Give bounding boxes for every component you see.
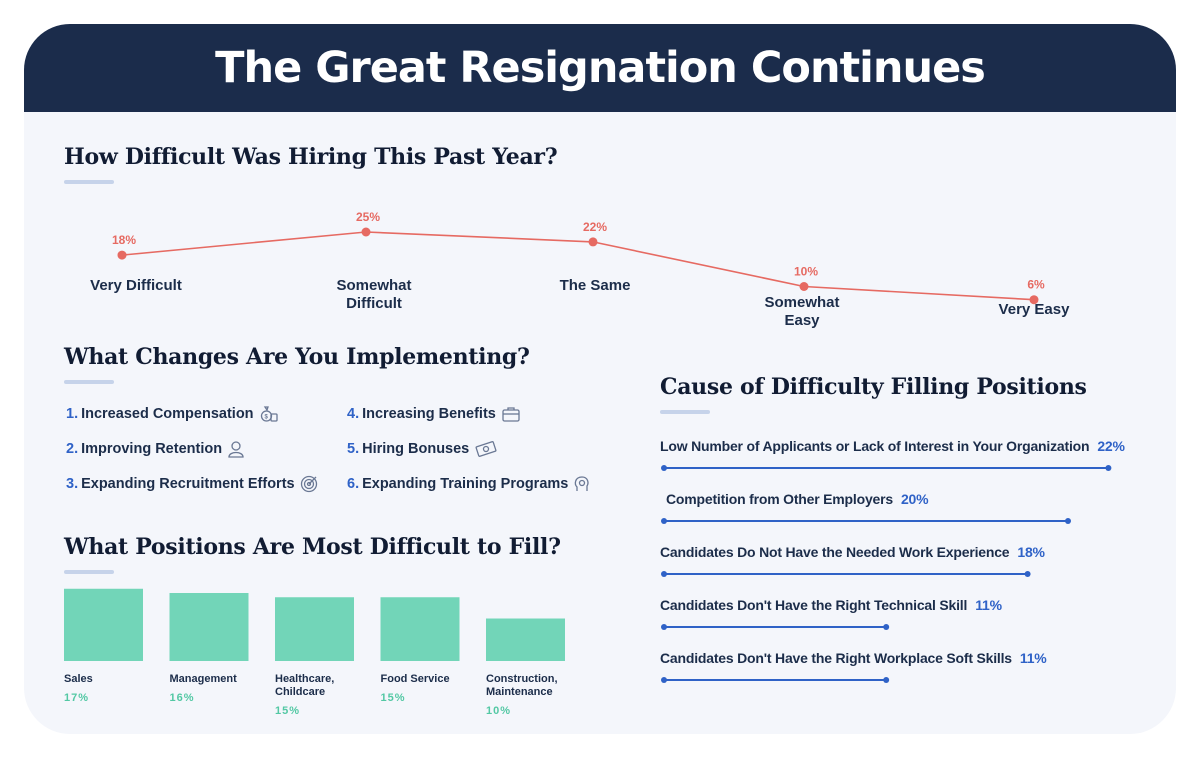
change-num: 1.: [66, 406, 79, 422]
line-category-label: The Same: [559, 277, 631, 294]
cause-bar-start-dot: [661, 624, 667, 630]
position-bar: [486, 618, 565, 661]
position-bar: [64, 588, 143, 661]
target-icon: [300, 475, 318, 493]
line-point: [799, 282, 809, 291]
change-item-6: 6. Expanding Training Programs: [347, 475, 591, 493]
position-category-label: Construction, Maintenance: [486, 673, 558, 698]
change-label: Hiring Bonuses: [362, 441, 470, 457]
cause-bar-start-dot: [661, 465, 667, 471]
cause-bar-end-dot: [1105, 465, 1112, 471]
line-point-label: 6%: [1027, 278, 1045, 292]
line-point-label: 25%: [356, 210, 380, 224]
causes-title-underline: [660, 410, 710, 414]
position-category-label: Healthcare, Childcare: [275, 673, 335, 698]
cause-bar-start-dot: [661, 677, 667, 683]
cash-icon: [474, 440, 498, 458]
positions-title-underline: [64, 570, 114, 574]
cause-bar-end-dot: [1024, 571, 1031, 577]
position-category-label: Management: [169, 673, 237, 685]
line-point-label: 18%: [112, 233, 136, 247]
positions-bar-chart: [64, 588, 565, 661]
line-point-label: 10%: [794, 265, 818, 279]
line-point-label: 22%: [583, 220, 607, 234]
cause-label: Competition from Other Employers 20%: [666, 491, 929, 507]
cause-value-label: 11%: [1019, 650, 1047, 666]
change-item-1: 1. Increased Compensation $: [66, 405, 279, 423]
position-bar: [380, 597, 460, 661]
position-value-label: 10%: [486, 705, 512, 717]
cause-bar-start-dot: [661, 571, 667, 577]
position-value-label: 16%: [169, 692, 195, 704]
cause-value-label: 18%: [1017, 544, 1045, 560]
change-num: 5.: [347, 441, 360, 457]
hiring-title-underline: [64, 180, 114, 184]
positions-title: What Positions Are Most Difficult to Fil…: [64, 534, 561, 560]
causes-bar-chart: [661, 465, 1112, 683]
briefcase-icon: [501, 405, 521, 423]
infographic-card: The Great Resignation Continues How Diff…: [24, 24, 1176, 734]
person-icon: [227, 440, 245, 458]
money-bag-icon: $: [259, 405, 279, 423]
change-item-3: 3. Expanding Recruitment Efforts: [66, 475, 318, 493]
cause-bar-start-dot: [661, 518, 667, 524]
position-value-label: 17%: [64, 692, 90, 704]
cause-label: Candidates Do Not Have the Needed Work E…: [660, 544, 1045, 560]
position-category-label: Sales: [64, 673, 93, 685]
cause-label: Candidates Don't Have the Right Workplac…: [660, 650, 1047, 666]
change-num: 6.: [347, 476, 360, 492]
cause-value-label: 11%: [975, 597, 1002, 613]
line-category-label: Somewhat Easy: [764, 294, 840, 329]
line-category-label: Somewhat Difficult: [336, 277, 412, 312]
change-label: Improving Retention: [81, 441, 223, 457]
cause-label: Candidates Don't Have the Right Technica…: [660, 597, 1002, 613]
change-item-4: 4. Increasing Benefits: [347, 405, 521, 423]
position-value-label: 15%: [380, 692, 406, 704]
cause-bar-end-dot: [883, 677, 890, 683]
cause-value-label: 22%: [1097, 438, 1125, 454]
change-label: Expanding Training Programs: [362, 476, 569, 492]
line-category-label: Very Easy: [998, 301, 1070, 318]
cause-bar-end-dot: [883, 624, 890, 630]
change-num: 2.: [66, 441, 79, 457]
page-title: The Great Resignation Continues: [215, 43, 986, 93]
causes-title: Cause of Difficulty Filling Positions: [660, 374, 1087, 400]
change-num: 4.: [347, 406, 360, 422]
line-point: [588, 237, 598, 247]
svg-text:$: $: [264, 415, 268, 421]
change-label: Increased Compensation: [81, 406, 254, 422]
line-point: [1029, 295, 1039, 305]
lightbulb-head-icon: [573, 475, 591, 493]
change-item-2: 2. Improving Retention: [66, 440, 245, 458]
position-category-label: Food Service: [380, 673, 450, 685]
changes-title: What Changes Are You Implementing?: [64, 344, 530, 370]
position-value-label: 15%: [275, 705, 301, 717]
header-banner: The Great Resignation Continues: [24, 24, 1176, 112]
line-point: [117, 250, 127, 260]
hiring-difficulty-title: How Difficult Was Hiring This Past Year?: [64, 144, 558, 170]
position-bar: [169, 593, 249, 661]
cause-value-label: 20%: [900, 491, 929, 507]
change-item-5: 5. Hiring Bonuses: [347, 440, 498, 458]
position-bar: [275, 597, 354, 661]
change-label: Increasing Benefits: [362, 406, 496, 422]
change-label: Expanding Recruitment Efforts: [81, 476, 295, 492]
line-point: [361, 227, 371, 237]
cause-bar-end-dot: [1065, 518, 1071, 524]
hiring-line-chart: 18% 25% 22% 10% 6%: [112, 210, 1045, 305]
cause-label: Low Number of Applicants or Lack of Inte…: [660, 438, 1125, 454]
change-num: 3.: [66, 476, 79, 492]
line-category-label: Very Difficult: [90, 277, 182, 294]
changes-title-underline: [64, 380, 114, 384]
